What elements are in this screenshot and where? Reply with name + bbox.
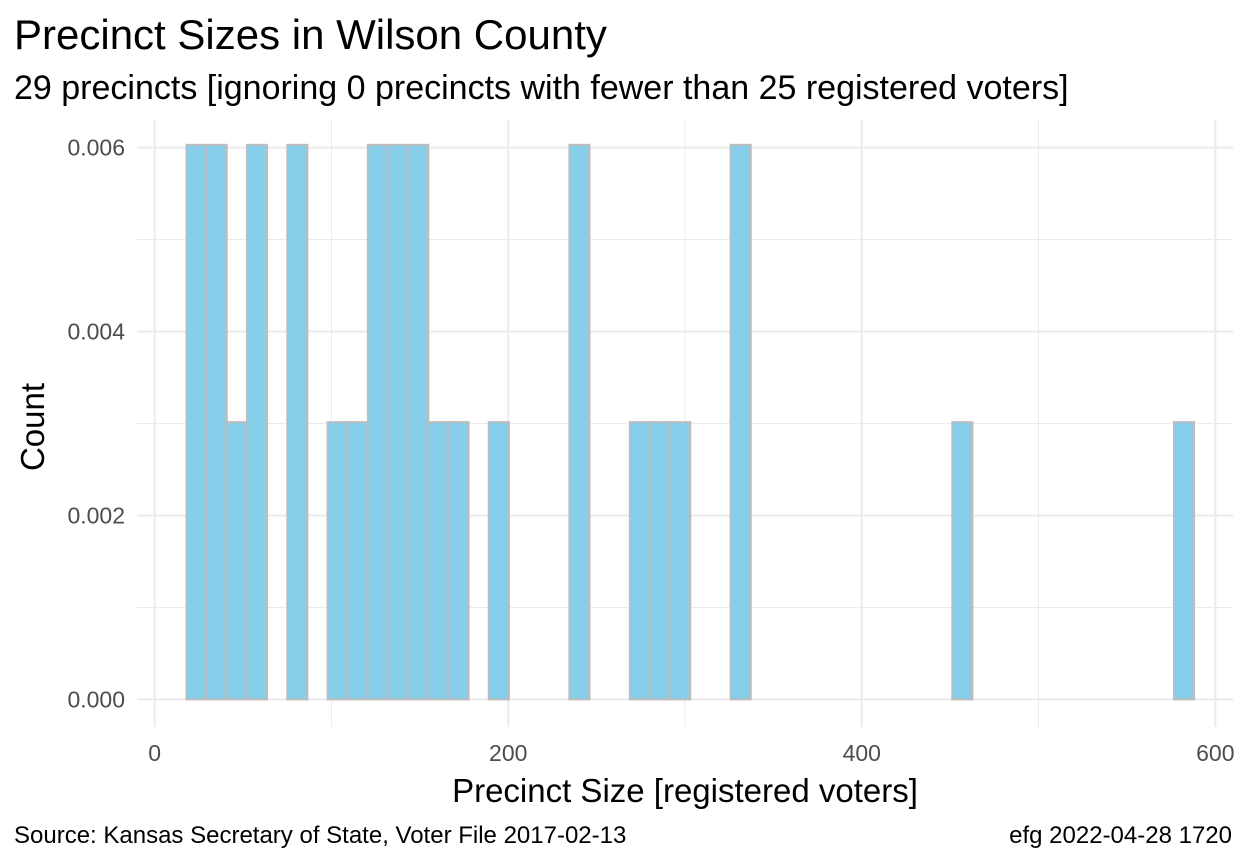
histogram-bars: [185, 143, 1196, 701]
y-tick-label: 0.006: [67, 135, 125, 161]
histogram-bar: [346, 421, 369, 701]
x-tick-label: 600: [1196, 740, 1234, 766]
x-tick-label: 0: [148, 740, 161, 766]
histogram-bar: [326, 421, 349, 701]
y-tick-label: 0.004: [67, 319, 125, 345]
histogram-bar: [387, 143, 410, 701]
chart-title: Precinct Sizes in Wilson County: [14, 11, 607, 58]
y-tick-label: 0.002: [67, 502, 125, 528]
histogram-bar: [951, 421, 974, 701]
histogram-bar: [427, 421, 450, 701]
histogram-bar: [225, 421, 248, 701]
histogram-bar: [407, 143, 430, 701]
x-tick-label: 400: [843, 740, 881, 766]
histogram-bar: [447, 421, 470, 701]
histogram-bar: [568, 143, 591, 701]
timestamp-caption: efg 2022-04-28 1720: [1009, 822, 1232, 849]
histogram-bar: [286, 143, 309, 701]
histogram-bar: [185, 143, 208, 701]
histogram-bar: [487, 421, 510, 701]
axis-ticks: 0 200 400 600 0.000 0.002 0.004 0.006: [67, 135, 1234, 766]
histogram-bar: [205, 143, 228, 701]
histogram-bar: [366, 143, 390, 701]
x-tick-label: 200: [489, 740, 527, 766]
x-axis-title: Precinct Size [registered voters]: [452, 772, 918, 809]
source-caption: Source: Kansas Secretary of State, Voter…: [14, 822, 627, 849]
histogram-bar: [669, 421, 692, 701]
histogram-bar: [245, 143, 269, 701]
y-tick-label: 0.000: [67, 686, 125, 712]
histogram-bar: [729, 143, 752, 701]
y-axis-title: Count: [14, 383, 51, 471]
chart-subtitle: 29 precincts [ignoring 0 precincts with …: [14, 69, 1069, 107]
histogram-bar: [648, 421, 672, 701]
histogram-bar: [1172, 421, 1196, 701]
histogram-bar: [628, 421, 651, 701]
